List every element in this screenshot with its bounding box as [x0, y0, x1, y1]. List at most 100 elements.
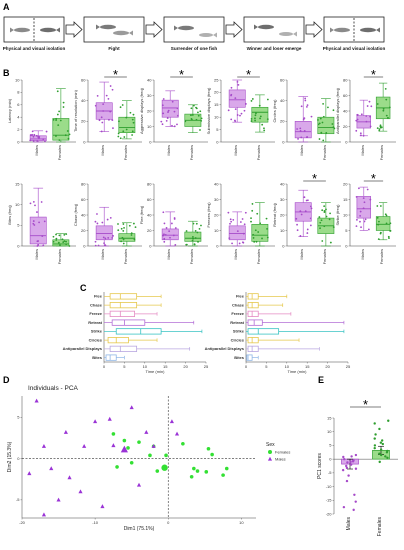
panel-e-label: E [318, 375, 324, 385]
data-point [373, 422, 376, 425]
data-point [55, 135, 57, 137]
female-data-point [164, 453, 168, 458]
x-tick-label: Males [299, 249, 304, 260]
data-point [52, 240, 55, 243]
data-point [160, 120, 163, 123]
significance-star: * [179, 67, 184, 82]
data-point [300, 213, 303, 216]
y-tick-label: 80 [343, 77, 348, 82]
data-point [44, 140, 46, 143]
data-point [190, 114, 192, 117]
x-tick-label: 10 [285, 364, 290, 369]
female-centroid [161, 464, 168, 471]
data-point [162, 98, 165, 100]
data-point [385, 451, 389, 454]
flow-step-label: Physical and visual isolation [323, 46, 386, 51]
legend-swatch-females [268, 450, 272, 454]
data-point [360, 113, 363, 116]
behavior-label: Circles [89, 337, 103, 342]
data-point [165, 227, 168, 229]
data-point [342, 505, 346, 509]
fish-icon [113, 30, 133, 36]
data-point [128, 224, 131, 227]
x-tick-label: 25 [346, 364, 351, 369]
data-point [356, 113, 359, 116]
x-axis-label: Dim1 (75.1%) [124, 526, 155, 532]
data-point [61, 238, 64, 241]
x-tick-label: -10 [92, 520, 99, 525]
data-point [55, 233, 57, 236]
flow-step-surrender: Surrender of one fish [163, 16, 225, 51]
data-point [184, 120, 187, 123]
data-point [328, 218, 331, 221]
data-point [130, 234, 133, 236]
data-point [370, 105, 373, 108]
box [105, 354, 117, 361]
data-point [199, 129, 201, 131]
data-point [58, 110, 61, 113]
flow-step-isolation: Physical and visual isolation [3, 16, 65, 51]
male-data-point [82, 443, 87, 448]
y-tick-label: 0 [149, 243, 152, 248]
horizontal-boxplot-females: 0 5 10 15 20 25 Time (min) Flee Chase Freeze Retre… [205, 292, 351, 374]
data-point [130, 232, 133, 235]
data-point [32, 140, 35, 142]
data-point [369, 198, 372, 201]
data-point [254, 119, 256, 122]
data-point [363, 220, 366, 223]
y-tick-label: 10 [214, 115, 219, 120]
data-point [131, 134, 134, 136]
panel-b-label: B [3, 68, 10, 78]
data-point [345, 464, 348, 468]
y-tick-label: 0 [83, 243, 86, 248]
horizontal-boxplot-males: 0 5 10 15 20 25 Time (min) Flee Chase Freeze Retre… [63, 292, 209, 374]
data-point [62, 101, 65, 104]
y-tick-label: 0 [329, 456, 332, 461]
y-tick-label: 0 [17, 456, 20, 461]
female-data-point [204, 470, 209, 474]
data-point [382, 107, 385, 110]
data-point [65, 233, 68, 235]
data-point [300, 136, 303, 139]
data-point [104, 237, 107, 240]
y-tick-label: 20 [214, 90, 219, 95]
data-point [388, 237, 390, 240]
data-point [59, 244, 61, 247]
data-point [251, 203, 254, 205]
fish-icon [254, 24, 274, 30]
data-point [109, 217, 112, 219]
data-point [42, 244, 45, 247]
x-tick-label: Males [299, 145, 304, 156]
data-point [101, 121, 104, 124]
y-tick-label: -5 [16, 497, 20, 502]
y-axis-label: Chase (freq) [73, 203, 78, 226]
data-point [376, 216, 379, 219]
data-point [303, 130, 306, 132]
male-data-point [93, 419, 98, 424]
right-arrow-icon [305, 21, 323, 38]
data-point [98, 119, 101, 122]
data-point [306, 232, 309, 234]
data-point [325, 131, 328, 134]
y-tick-label: 20 [343, 181, 348, 186]
data-point [31, 130, 34, 133]
data-point [29, 202, 32, 205]
data-point [132, 113, 135, 116]
data-point [166, 117, 169, 120]
y-tick-label: 15 [327, 415, 332, 420]
box [247, 293, 259, 300]
data-point [332, 226, 335, 228]
data-point [106, 218, 109, 221]
right-arrow-icon [65, 21, 83, 38]
y-axis-label: Bites (freq) [7, 205, 12, 225]
data-point [384, 455, 387, 458]
significance-star: * [371, 67, 376, 82]
data-point [192, 104, 195, 107]
box [247, 310, 259, 317]
data-point [374, 433, 377, 436]
x-tick-label: Males [34, 249, 39, 260]
data-point [387, 235, 390, 238]
data-point [321, 209, 324, 212]
data-point [261, 237, 263, 240]
